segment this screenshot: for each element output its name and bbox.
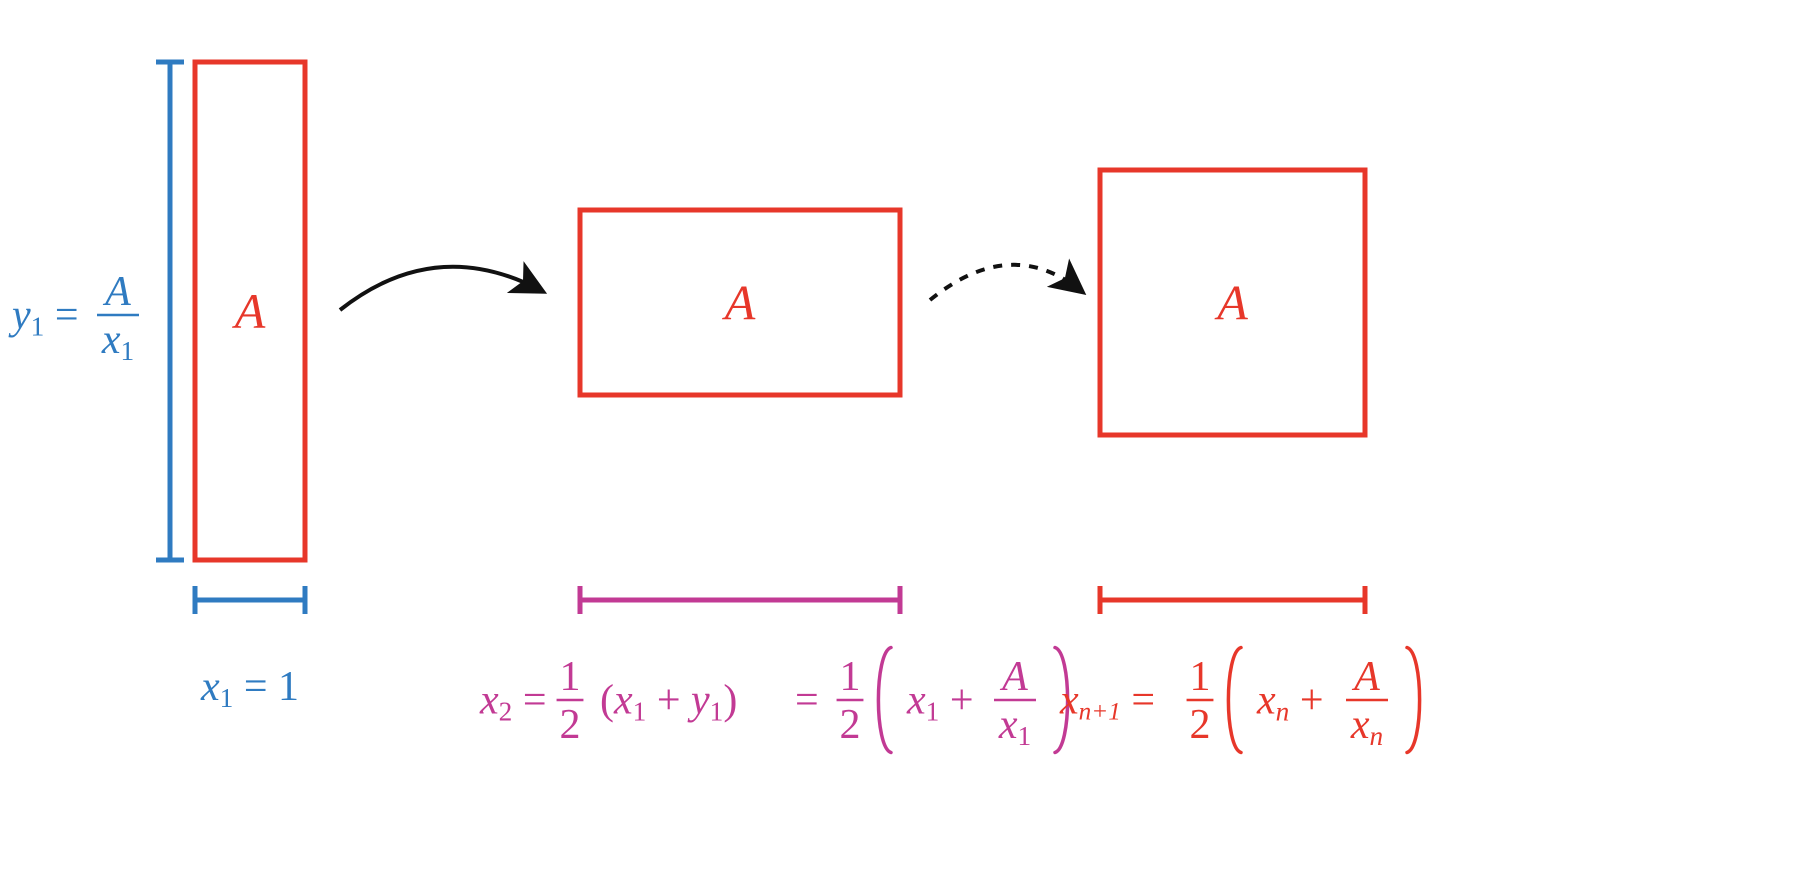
svg-text:(x1 + y1): (x1 + y1) [600,677,737,726]
svg-text:1: 1 [1190,654,1211,700]
svg-text:xn: xn [1350,702,1383,751]
bracket-x1 [195,586,305,614]
svg-text:2: 2 [1190,702,1211,748]
svg-text:A: A [999,654,1028,700]
bracket-xn [1100,586,1365,614]
area-label-r3: A [1214,275,1248,331]
area-label-r2: A [722,275,756,331]
svg-text:xn+1 =: xn+1 = [1059,677,1155,725]
arrow-a1 [340,267,540,310]
svg-text:x2 =: x2 = [479,677,547,726]
svg-text:1: 1 [840,654,861,700]
svg-text:x1: x1 [998,702,1031,751]
label-y1: y1 = Ax1 [8,269,139,366]
arrow-a2 [930,265,1080,300]
svg-text:1: 1 [560,654,581,700]
bracket-y1 [156,62,184,560]
label-x1: x1 = 1 [200,664,299,713]
svg-text:A: A [1351,654,1380,700]
svg-text:A: A [102,269,131,315]
svg-text:x1 +: x1 + [906,677,974,726]
area-label-r1: A [232,283,266,339]
svg-text:xn +: xn + [1256,677,1324,726]
diagram-canvas: AAAy1 = Ax1x1 = 1x2 = 12(x1 + y1) = 12x1… [0,0,1798,882]
svg-text:=: = [795,677,819,723]
svg-text:2: 2 [560,702,581,748]
svg-text:y1 =: y1 = [8,292,79,341]
svg-text:2: 2 [840,702,861,748]
label-xn: xn+1 = 12 xn + Axn [1059,648,1420,753]
label-x2: x2 = 12(x1 + y1) = 12x1 + Ax1 [479,648,1068,753]
bracket-x2 [580,586,900,614]
svg-text:x1: x1 [101,317,134,366]
